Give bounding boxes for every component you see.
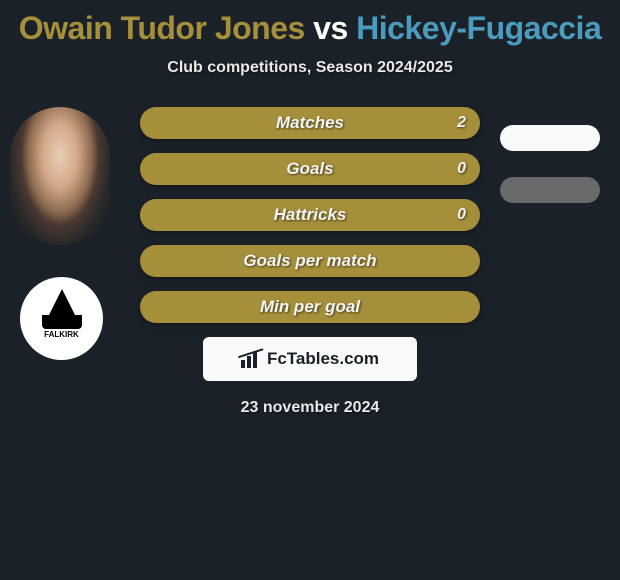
stat-label: Goals [286, 159, 333, 179]
club-badge: FALKIRK [20, 277, 103, 360]
stat-label: Min per goal [260, 297, 360, 317]
player-photo [10, 107, 110, 245]
stat-row-matches: Matches 2 [140, 107, 480, 139]
stat-row-goals: Goals 0 [140, 153, 480, 185]
stat-value: 0 [457, 206, 466, 224]
stat-label: Matches [276, 113, 344, 133]
stat-row-goals-per-match: Goals per match [140, 245, 480, 277]
stat-rows: Matches 2 Goals 0 Hattricks 0 Goals per … [140, 107, 480, 323]
stat-label: Goals per match [243, 251, 376, 271]
stat-value: 2 [457, 114, 466, 132]
stat-value: 0 [457, 160, 466, 178]
content-region: FALKIRK Matches 2 Goals 0 Hattricks 0 Go… [0, 107, 620, 323]
vs-text: vs [305, 10, 356, 46]
logo-text: FcTables.com [267, 349, 379, 369]
fctables-logo: FcTables.com [203, 337, 417, 381]
page-title: Owain Tudor Jones vs Hickey-Fugaccia [0, 0, 620, 47]
subtitle: Club competitions, Season 2024/2025 [0, 59, 620, 77]
footer: FcTables.com 23 november 2024 [0, 337, 620, 417]
stat-row-hattricks: Hattricks 0 [140, 199, 480, 231]
club-icon: FALKIRK [32, 289, 92, 349]
player2-name: Hickey-Fugaccia [356, 10, 601, 46]
player1-name: Owain Tudor Jones [19, 10, 305, 46]
date-text: 23 november 2024 [241, 399, 380, 417]
chart-icon [241, 350, 263, 368]
stat-row-min-per-goal: Min per goal [140, 291, 480, 323]
stat-label: Hattricks [274, 205, 347, 225]
club-badge-text: FALKIRK [44, 330, 79, 339]
